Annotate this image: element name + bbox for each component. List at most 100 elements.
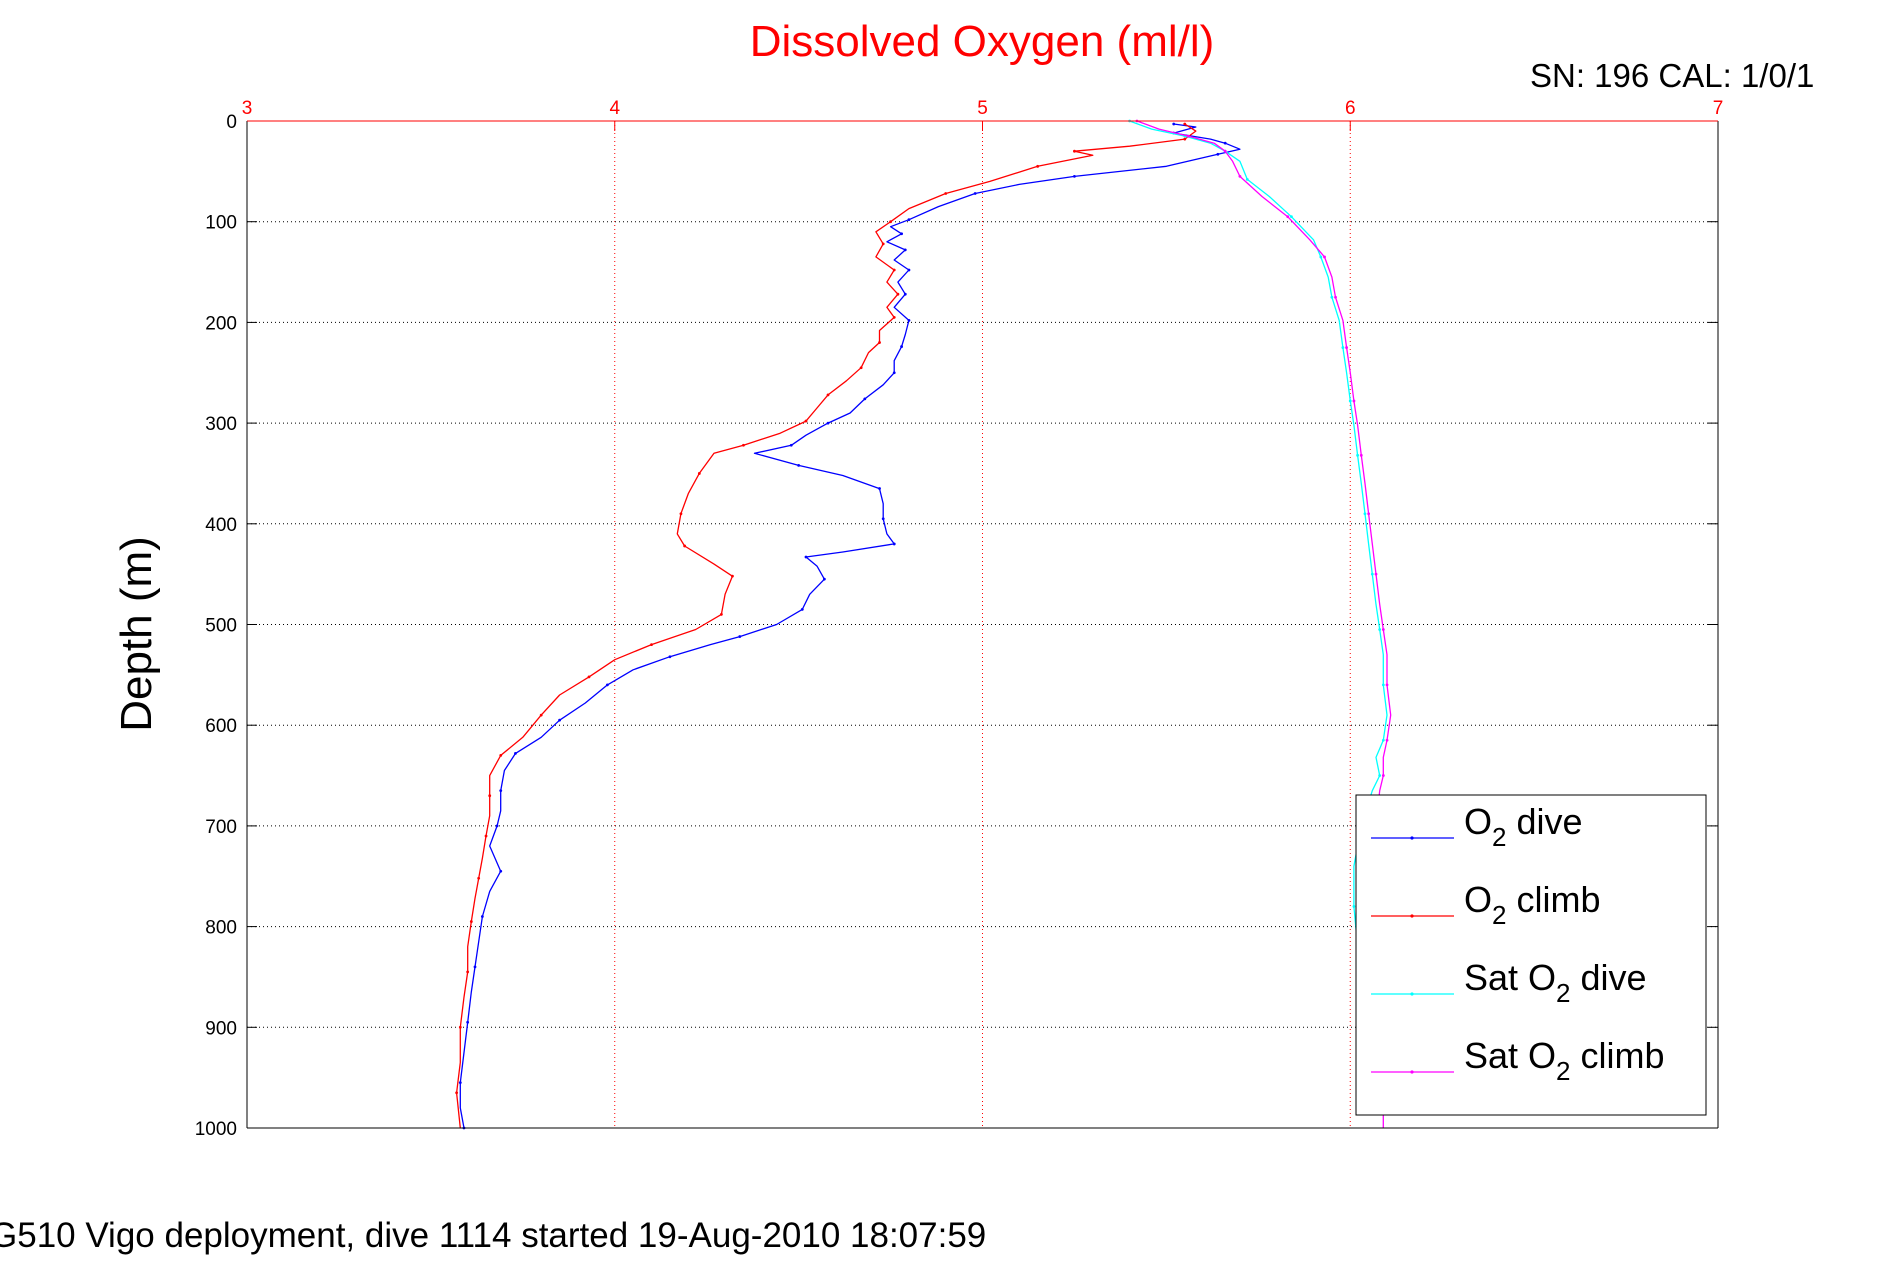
data-point — [1359, 453, 1363, 457]
data-point — [1363, 512, 1367, 516]
data-point — [1238, 174, 1242, 178]
data-point — [944, 192, 948, 195]
data-point — [881, 242, 885, 246]
data-point — [1385, 683, 1389, 687]
data-point — [907, 268, 911, 272]
data-point — [738, 635, 742, 638]
data-point — [731, 574, 734, 578]
data-point — [719, 613, 723, 616]
data-point — [480, 915, 484, 918]
legend-label: Sat O2 dive — [1464, 957, 1647, 1008]
data-point — [903, 292, 907, 296]
y-axis-label: Depth (m) — [112, 536, 161, 732]
data-point — [473, 965, 477, 969]
data-point — [878, 341, 881, 344]
data-point — [1172, 122, 1176, 126]
data-point — [1352, 399, 1356, 403]
data-point — [1183, 137, 1187, 141]
legend-marker — [1410, 992, 1414, 996]
data-point — [1245, 178, 1249, 181]
data-point — [907, 318, 911, 322]
data-point — [495, 824, 499, 828]
data-point — [683, 544, 687, 548]
data-point — [455, 1091, 459, 1095]
data-point — [1381, 683, 1385, 687]
data-point — [458, 1025, 462, 1029]
data-point — [650, 643, 653, 647]
data-point — [1183, 122, 1187, 126]
data-point — [1290, 215, 1293, 219]
data-point — [881, 517, 885, 521]
y-tick-label: 600 — [205, 716, 237, 737]
data-point — [826, 393, 830, 397]
data-point — [1381, 738, 1385, 742]
data-point — [1073, 149, 1076, 153]
data-point — [1216, 152, 1220, 156]
data-point — [1187, 134, 1190, 138]
legend-label: O2 climb — [1464, 879, 1601, 930]
data-point — [1348, 399, 1352, 403]
data-point — [697, 472, 701, 475]
data-point — [1356, 453, 1360, 457]
data-point — [973, 192, 977, 195]
y-tick-label: 1000 — [195, 1119, 237, 1140]
data-point — [484, 834, 488, 838]
y-tick-label: 500 — [205, 616, 237, 637]
y-tick-label: 400 — [205, 515, 237, 536]
legend-marker — [1410, 1070, 1414, 1074]
y-tick-label: 800 — [205, 918, 237, 939]
data-point — [539, 713, 543, 717]
data-point — [892, 371, 896, 375]
data-point — [1378, 628, 1382, 631]
y-tick-label: 900 — [205, 1018, 237, 1039]
data-point — [1319, 255, 1323, 259]
legend-marker — [1410, 914, 1414, 918]
data-point — [878, 487, 881, 490]
data-point — [499, 789, 503, 793]
data-point — [822, 577, 826, 581]
data-point — [477, 876, 481, 880]
x-tick-label: 6 — [1345, 98, 1356, 119]
data-point — [892, 268, 896, 272]
data-point — [804, 555, 808, 559]
data-point — [907, 218, 911, 222]
legend-box — [1355, 794, 1707, 1116]
data-point — [1352, 905, 1356, 908]
data-point — [1370, 572, 1374, 576]
data-point — [458, 1081, 462, 1085]
data-point — [797, 463, 801, 467]
data-point — [499, 869, 503, 873]
data-point — [1286, 215, 1290, 219]
data-point — [1036, 164, 1040, 168]
data-point — [558, 718, 561, 722]
data-point — [1345, 346, 1348, 349]
data-point — [514, 751, 517, 755]
data-point — [859, 366, 863, 370]
y-tick-label: 300 — [205, 414, 237, 435]
data-point — [896, 292, 900, 296]
data-point — [900, 345, 903, 348]
data-point — [1374, 572, 1378, 576]
data-point — [1385, 738, 1389, 742]
data-point — [1334, 295, 1337, 299]
chart-title: Dissolved Oxygen (ml/l) — [750, 17, 1215, 66]
series-line — [455, 123, 1197, 1129]
x-tick-label: 3 — [242, 98, 253, 119]
data-point — [488, 794, 492, 798]
data-point — [1341, 346, 1345, 349]
data-point — [863, 397, 867, 401]
data-point — [789, 443, 793, 447]
data-point — [469, 920, 473, 923]
y-tick-label: 200 — [205, 313, 237, 334]
data-point — [742, 443, 745, 447]
data-point — [903, 248, 907, 252]
data-point — [499, 754, 503, 757]
data-point — [1323, 255, 1326, 259]
data-point — [679, 512, 683, 516]
data-point — [1367, 512, 1371, 516]
data-point — [892, 315, 896, 319]
legend-label: Sat O2 climb — [1464, 1035, 1665, 1086]
data-point — [1223, 141, 1227, 145]
y-tick-label: 100 — [205, 213, 237, 234]
